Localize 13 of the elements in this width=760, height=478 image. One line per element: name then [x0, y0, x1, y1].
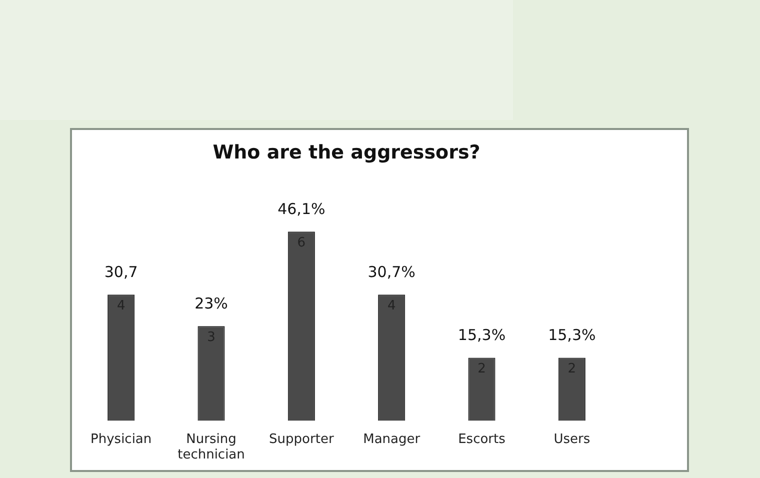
x-tick-label: Manager	[363, 432, 421, 447]
x-tick-label: Escorts	[458, 432, 506, 447]
x-tick-label: Physician	[90, 432, 152, 447]
annotation: 30,7	[104, 263, 138, 282]
annotation: 15,3%	[458, 326, 506, 344]
chart-title: Who are the aggressors?	[212, 141, 480, 164]
annotation: 30,7%	[368, 263, 416, 282]
annotation: 15,3%	[548, 326, 596, 344]
x-tick-label: Users	[554, 432, 590, 447]
annotation: 46,1%	[278, 200, 326, 218]
annotation: 23%	[194, 294, 228, 313]
x-tick-label: Supporter	[269, 432, 334, 447]
x-tick-label: Nursing technician	[178, 432, 245, 463]
